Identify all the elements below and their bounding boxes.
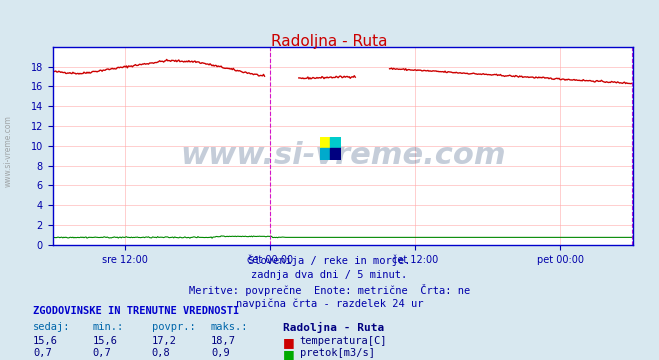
- Text: 15,6: 15,6: [92, 336, 117, 346]
- Text: sedaj:: sedaj:: [33, 322, 71, 332]
- Text: 0,7: 0,7: [33, 348, 51, 358]
- Text: min.:: min.:: [92, 322, 123, 332]
- Text: 0,7: 0,7: [92, 348, 111, 358]
- Bar: [320, 148, 330, 160]
- Text: ■: ■: [283, 336, 295, 349]
- Text: Radoljna - Ruta: Radoljna - Ruta: [283, 322, 385, 333]
- Text: temperatura[C]: temperatura[C]: [300, 336, 387, 346]
- Text: 0,8: 0,8: [152, 348, 170, 358]
- Text: 17,2: 17,2: [152, 336, 177, 346]
- Text: pretok[m3/s]: pretok[m3/s]: [300, 348, 375, 358]
- Text: 15,6: 15,6: [33, 336, 58, 346]
- Text: povpr.:: povpr.:: [152, 322, 195, 332]
- Text: 0,9: 0,9: [211, 348, 229, 358]
- Text: Radoljna - Ruta: Radoljna - Ruta: [272, 34, 387, 49]
- Text: Meritve: povprečne  Enote: metrične  Črta: ne: Meritve: povprečne Enote: metrične Črta:…: [189, 284, 470, 296]
- Bar: [330, 137, 341, 148]
- Text: 18,7: 18,7: [211, 336, 236, 346]
- Text: ■: ■: [283, 348, 295, 360]
- Bar: [330, 148, 341, 160]
- Bar: [320, 137, 330, 148]
- Text: maks.:: maks.:: [211, 322, 248, 332]
- Text: Slovenija / reke in morje.: Slovenija / reke in morje.: [248, 256, 411, 266]
- Text: zadnja dva dni / 5 minut.: zadnja dva dni / 5 minut.: [251, 270, 408, 280]
- Text: navpična črta - razdelek 24 ur: navpična črta - razdelek 24 ur: [236, 299, 423, 309]
- Text: www.si-vreme.com: www.si-vreme.com: [180, 141, 505, 170]
- Text: www.si-vreme.com: www.si-vreme.com: [3, 115, 13, 187]
- Text: ZGODOVINSKE IN TRENUTNE VREDNOSTI: ZGODOVINSKE IN TRENUTNE VREDNOSTI: [33, 306, 239, 316]
